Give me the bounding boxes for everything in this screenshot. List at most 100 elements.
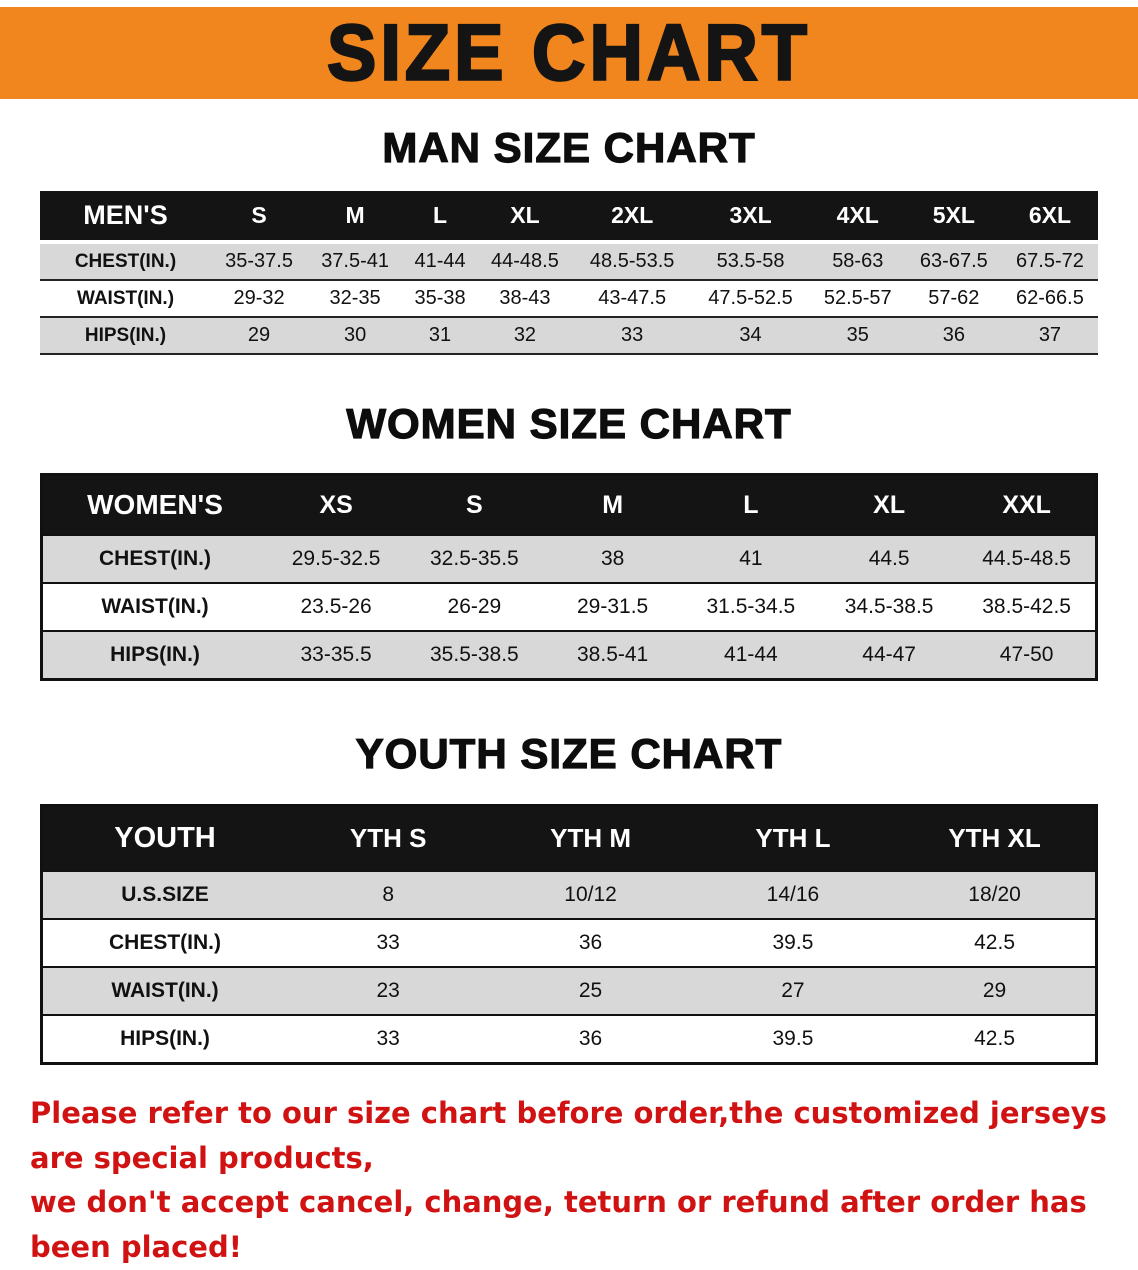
table-row: CHEST(IN.) 29.5-32.5 32.5-35.5 38 41 44.5 44.5… [41,535,1097,584]
measurement-value-cell: 67.5-72 [1016,250,1084,273]
table-row: CHEST(IN.) 35-37.5 37.5-41 41-44 44-48.5 48.5… [40,242,1098,281]
measurement-value-cell: 34.5-38.5 [844,595,934,619]
disclaimer: Please refer to our size chart before or… [30,1091,1118,1270]
women-table-body: CHEST(IN.) 29.5-32.5 32.5-35.5 38 41 44.5 44.5… [41,535,1097,680]
measurement-value-cell: 33 [621,324,644,347]
size-column-header: 6XL [1028,202,1072,229]
size-column-header: YTH M [550,822,631,853]
measurement-value-cell: 23 [376,978,400,1002]
measurement-value-cell: 18/20 [968,882,1021,906]
measurement-row-label: CHEST(IN.) [99,547,211,571]
measurement-value-cell: 41 [739,547,763,571]
youth-size-table: YOUTH YTH S YTH M YTH L YTH XL U.S.SIZE 8 10/1… [40,803,1098,1065]
size-column-header: 3XL [729,202,772,229]
measurement-value-cell: 42.5 [974,930,1015,954]
table-corner-label: MEN'S [83,200,168,231]
measurement-value-cell: 41-44 [724,643,778,667]
measurement-value-cell: 26-29 [447,595,502,619]
measurement-value-cell: 63-67.5 [919,250,988,273]
measurement-value-cell: 33-35.5 [300,643,372,667]
measurement-value-cell: 58-63 [832,250,884,273]
measurement-row-label: WAIST(IN.) [101,595,209,619]
measurement-value-cell: 47.5-52.5 [708,287,793,310]
measurement-value-cell: 36 [942,324,965,347]
measurement-value-cell: 37 [1038,324,1062,347]
measurement-value-cell: 44.5-48.5 [982,547,1071,571]
size-column-header: 4XL [836,202,879,229]
size-column-header: M [345,202,365,229]
measurement-value-cell: 37.5-41 [321,250,390,273]
measurement-value-cell: 23.5-26 [300,595,372,619]
table-corner-label: WOMEN'S [87,489,223,521]
measurement-value-cell: 10/12 [564,882,617,906]
measurement-value-cell: 29.5-32.5 [291,547,381,571]
measurement-value-cell: 38 [600,547,625,571]
size-column-header: XL [873,490,906,519]
size-column-header: XXL [1002,490,1051,519]
youth-table-header-row: YOUTH YTH S YTH M YTH L YTH XL [41,805,1097,871]
men-table-header-row: MEN'S S M L XL 2XL 3XL 4XL 5XL 6XL [40,191,1098,243]
table-row: HIPS(IN.) 29 30 31 32 33 34 35 36 37 [40,317,1098,355]
measurement-value-cell: 14/16 [766,882,820,906]
size-chart-banner: SIZE CHART [0,7,1138,99]
measurement-value-cell: 33 [376,1026,400,1050]
youth-table-body: U.S.SIZE 8 10/12 14/16 18/20 CHEST(IN.) 33 36 39… [41,870,1097,1064]
size-column-header: YTH S [349,822,427,853]
measurement-value-cell: 62-66.5 [1016,287,1084,310]
measurement-value-cell: 42.5 [974,1026,1015,1050]
measurement-row-label: WAIST(IN.) [76,287,175,309]
youth-size-section: YOUTH SIZE CHART YOUTH YTH S YTH M YTH L YTH… [0,730,1138,1065]
women-table-header-row: WOMEN'S XS S M L XL XXL [41,474,1097,536]
measurement-row-label: CHEST(IN.) [74,250,177,272]
measurement-value-cell: 35 [846,324,869,347]
measurement-value-cell: 44.5 [868,547,910,571]
measurement-value-cell: 29-32 [233,287,285,310]
measurement-value-cell: 36 [578,930,603,954]
measurement-value-cell: 52.5-57 [823,287,892,310]
women-section-heading: WOMEN SIZE CHART [346,400,792,448]
size-column-header: L [433,202,448,229]
table-corner-label: YOUTH [114,821,216,854]
men-table-body: CHEST(IN.) 35-37.5 37.5-41 41-44 44-48.5 48.5… [40,242,1098,355]
size-column-header: L [743,490,759,519]
size-column-header: YTH XL [948,822,1041,853]
measurement-row-label: WAIST(IN.) [111,978,219,1002]
measurement-value-cell: 44-48.5 [491,250,559,273]
men-section-heading: MAN SIZE CHART [382,124,756,172]
table-row: WAIST(IN.) 23.5-26 26-29 29-31.5 31.5-34.5 34… [41,583,1097,632]
table-row: WAIST(IN.) 23 25 27 29 [41,966,1097,1015]
measurement-value-cell: 32 [513,324,537,347]
measurement-value-cell: 39.5 [772,1026,814,1050]
measurement-value-cell: 57-62 [928,287,980,310]
measurement-value-cell: 31.5-34.5 [706,595,796,619]
measurement-value-cell: 32.5-35.5 [430,547,519,571]
measurement-value-cell: 44-47 [862,643,916,667]
measurement-value-cell: 29 [982,978,1007,1002]
table-row: WAIST(IN.) 29-32 32-35 35-38 38-43 43-47.5 47.… [40,280,1098,318]
measurement-value-cell: 33 [376,930,400,954]
disclaimer-line-1: Please refer to our size chart before or… [30,1095,1107,1175]
measurement-value-cell: 35.5-38.5 [430,643,519,667]
size-column-header: XL [510,202,540,229]
size-column-header: 5XL [932,202,975,229]
measurement-value-cell: 25 [578,978,603,1002]
measurement-value-cell: 35-37.5 [225,250,293,273]
measurement-value-cell: 38.5-42.5 [982,595,1071,619]
measurement-row-label: HIPS(IN.) [120,1026,210,1050]
measurement-value-cell: 41-44 [414,250,466,273]
measurement-value-cell: 36 [578,1026,603,1050]
size-column-header: YTH L [755,822,831,853]
men-size-table: MEN'S S M L XL 2XL 3XL 4XL 5XL 6XL CHEST(IN.) 35-3… [40,191,1098,355]
measurement-value-cell: 30 [343,324,367,347]
measurement-row-label: U.S.SIZE [121,882,209,906]
measurement-row-label: HIPS(IN.) [110,643,200,667]
table-row: HIPS(IN.) 33-35.5 35.5-38.5 38.5-41 41-44 44-… [41,631,1097,680]
measurement-value-cell: 48.5-53.5 [589,250,675,273]
measurement-value-cell: 8 [382,882,395,906]
measurement-value-cell: 29-31.5 [577,595,649,619]
women-size-section: WOMEN SIZE CHART WOMEN'S XS S M L XL XXL CHEST… [0,400,1138,682]
measurement-value-cell: 38.5-41 [577,643,649,667]
measurement-value-cell: 38-43 [499,287,551,310]
youth-section-heading: YOUTH SIZE CHART [355,730,783,778]
